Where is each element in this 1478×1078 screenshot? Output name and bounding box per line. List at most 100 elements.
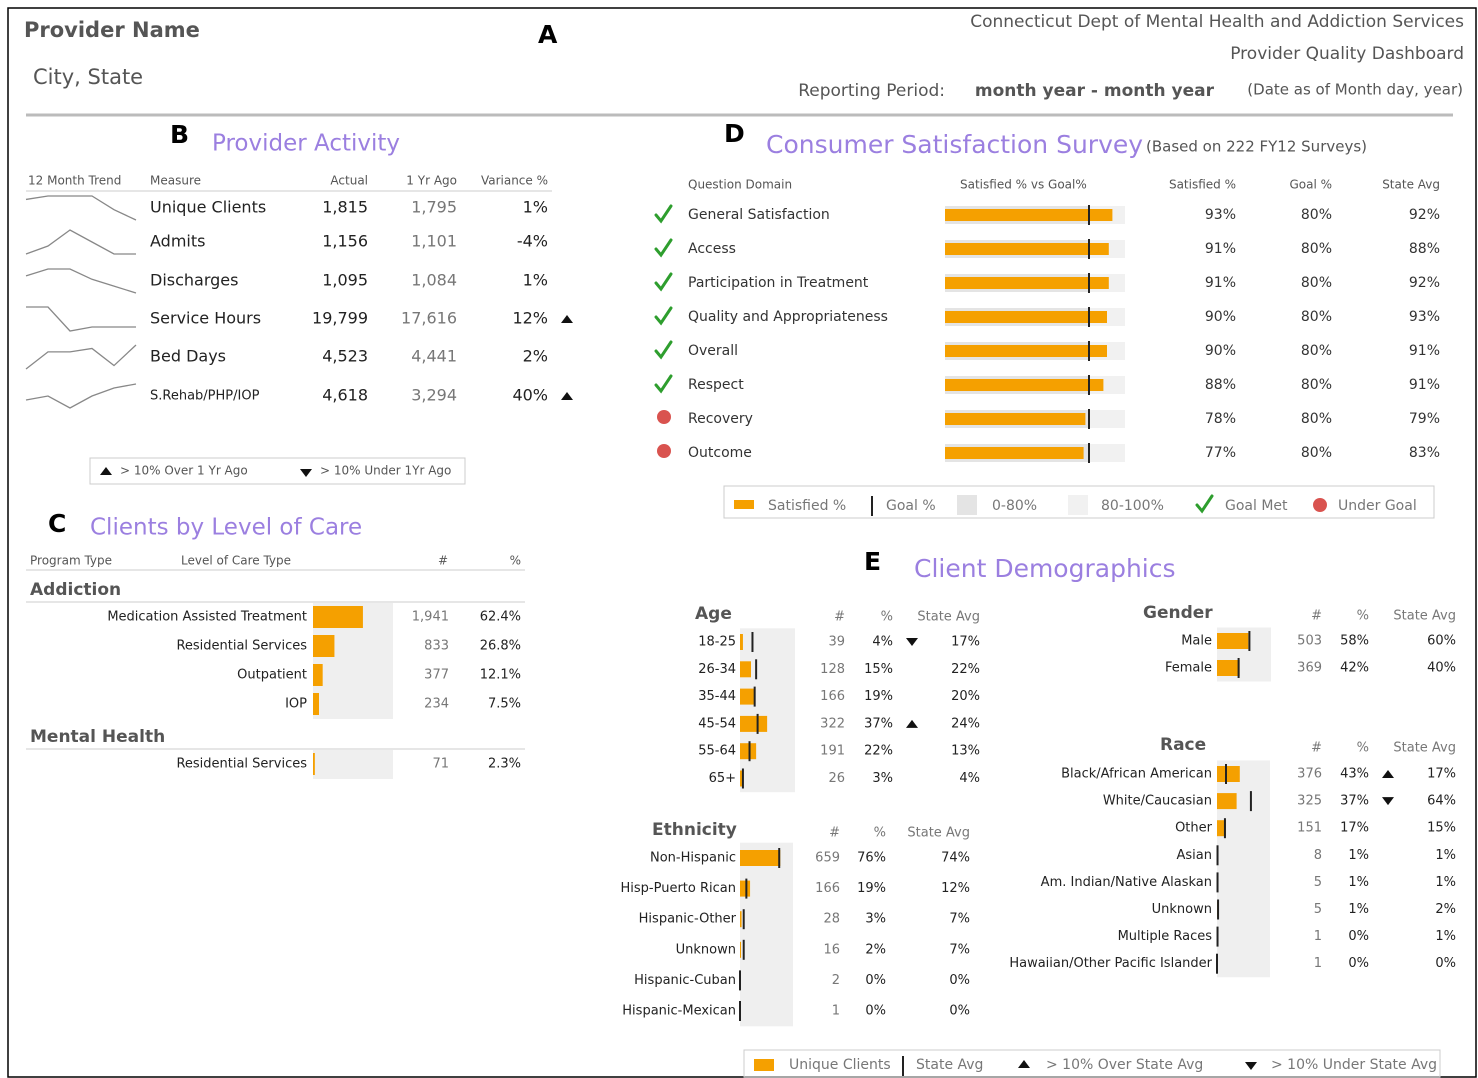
domain: Quality and Appropriateness bbox=[688, 309, 888, 325]
count: 8 bbox=[1314, 848, 1322, 863]
count: 503 bbox=[1297, 634, 1322, 649]
bar bbox=[740, 880, 751, 897]
column-header: # bbox=[438, 554, 448, 568]
legend-label: 80-100% bbox=[1101, 498, 1164, 514]
variance: -4% bbox=[517, 232, 548, 251]
legend-label: State Avg bbox=[916, 1057, 983, 1073]
row-label: 45-54 bbox=[698, 716, 736, 731]
state-avg: 15% bbox=[1427, 821, 1456, 836]
goal: 80% bbox=[1301, 309, 1332, 325]
sparkline bbox=[25, 344, 137, 370]
row-label: Hispanic-Cuban bbox=[634, 973, 736, 988]
prior: 17,616 bbox=[401, 309, 457, 328]
row-label: 26-34 bbox=[698, 662, 736, 677]
care-type: IOP bbox=[285, 697, 307, 712]
bar bbox=[313, 664, 323, 686]
legend-swatch bbox=[1313, 498, 1327, 512]
bar bbox=[945, 277, 1109, 289]
bar bbox=[945, 243, 1109, 255]
legend-swatch bbox=[754, 1059, 774, 1071]
domain: Recovery bbox=[688, 411, 753, 427]
percent: 76% bbox=[857, 851, 886, 866]
row-label: Multiple Races bbox=[1118, 929, 1213, 944]
period: month year - month year bbox=[975, 81, 1215, 101]
percent: 4% bbox=[872, 635, 893, 650]
legend-icon bbox=[300, 469, 312, 477]
percent: 0% bbox=[1348, 956, 1369, 971]
under-goal-icon bbox=[657, 410, 671, 424]
bar bbox=[740, 770, 743, 787]
row-label: Unknown bbox=[676, 942, 736, 957]
group-title: Age bbox=[695, 604, 732, 624]
state-avg: 1% bbox=[1435, 848, 1456, 863]
legend-box bbox=[89, 457, 466, 485]
program-type: Mental Health bbox=[30, 727, 165, 747]
check-icon bbox=[654, 374, 673, 394]
column-header: Measure bbox=[150, 174, 201, 188]
column-header: State Avg bbox=[917, 610, 980, 625]
goal: 80% bbox=[1301, 207, 1332, 223]
legend-icon bbox=[1245, 1062, 1257, 1070]
bar-background bbox=[313, 661, 393, 690]
count: 1,941 bbox=[412, 610, 449, 625]
actual: 1,156 bbox=[322, 232, 368, 251]
bar bbox=[945, 379, 1104, 391]
variance: 1% bbox=[523, 198, 548, 217]
count: 325 bbox=[1297, 794, 1322, 809]
percent: 7.5% bbox=[488, 697, 521, 712]
bar bbox=[1217, 633, 1249, 649]
percent: 37% bbox=[864, 716, 893, 731]
count: 1 bbox=[1314, 956, 1322, 971]
satisfied: 77% bbox=[1205, 445, 1236, 461]
count: 833 bbox=[424, 639, 449, 654]
state-avg: 2% bbox=[1435, 902, 1456, 917]
column-header: % bbox=[510, 554, 521, 568]
under-goal-icon bbox=[657, 444, 671, 458]
count: 1 bbox=[832, 1004, 840, 1019]
section-title: Clients by Level of Care bbox=[90, 515, 362, 541]
check-icon bbox=[654, 340, 673, 360]
legend-swatch bbox=[1068, 495, 1088, 515]
care-type: Medication Assisted Treatment bbox=[107, 610, 307, 625]
state-avg: 88% bbox=[1409, 241, 1440, 257]
bar bbox=[313, 635, 335, 657]
percent: 17% bbox=[1340, 821, 1369, 836]
legend-box bbox=[743, 1049, 1441, 1078]
row-label: 18-25 bbox=[698, 635, 736, 650]
count: 191 bbox=[820, 744, 845, 759]
sparkline bbox=[25, 195, 137, 221]
count: 151 bbox=[1297, 821, 1322, 836]
state-avg: 17% bbox=[1427, 767, 1456, 782]
actual: 4,523 bbox=[322, 347, 368, 366]
bar bbox=[313, 753, 315, 775]
goal: 80% bbox=[1301, 411, 1332, 427]
state-avg: 60% bbox=[1427, 634, 1456, 649]
bar bbox=[945, 311, 1107, 323]
column-header: # bbox=[834, 610, 845, 625]
domain: Outcome bbox=[688, 445, 752, 461]
state-avg: 64% bbox=[1427, 794, 1456, 809]
bar bbox=[1217, 660, 1240, 676]
state-avg: 13% bbox=[951, 744, 980, 759]
section-subtitle: (Based on 222 FY12 Surveys) bbox=[1146, 138, 1367, 156]
count: 1 bbox=[1314, 929, 1322, 944]
row-label: Other bbox=[1175, 821, 1213, 836]
state-avg: 91% bbox=[1409, 377, 1440, 393]
agency: Connecticut Dept of Mental Health and Ad… bbox=[970, 12, 1464, 32]
legend-swatch bbox=[957, 495, 977, 515]
row-label: Hispanic-Mexican bbox=[622, 1004, 736, 1019]
measure: S.Rehab/PHP/IOP bbox=[150, 389, 260, 404]
column-header: % bbox=[874, 826, 886, 841]
state-avg: 12% bbox=[941, 881, 970, 896]
column-header: Question Domain bbox=[688, 178, 792, 192]
bar bbox=[945, 209, 1113, 221]
percent: 0% bbox=[1348, 929, 1369, 944]
percent: 0% bbox=[865, 973, 886, 988]
count: 26 bbox=[828, 771, 845, 786]
bar bbox=[313, 606, 363, 628]
count: 166 bbox=[820, 689, 845, 704]
percent: 0% bbox=[865, 1004, 886, 1019]
frame bbox=[7, 7, 1477, 1078]
state-flag bbox=[906, 719, 918, 728]
